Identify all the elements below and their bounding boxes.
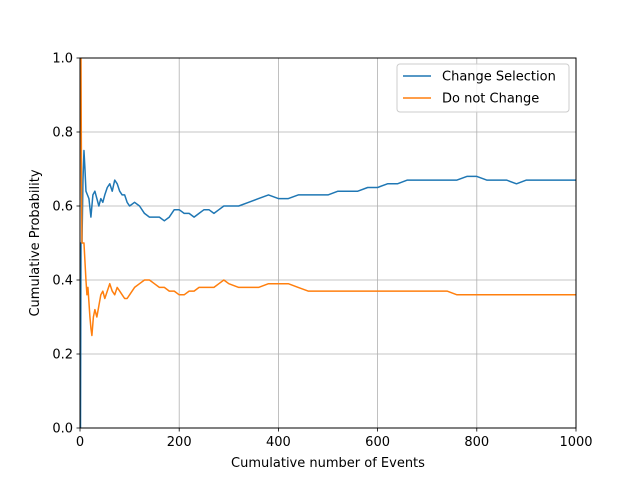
- legend-box: [396, 63, 570, 113]
- y-tick-label: 1.0: [52, 52, 73, 67]
- y-tick-label: 0.2: [52, 348, 73, 363]
- legend-label: Do not Change: [442, 92, 539, 107]
- x-tick-label: 1000: [559, 435, 592, 450]
- series-line-change-selection: [80, 149, 576, 428]
- y-tick-label: 0.4: [52, 274, 73, 289]
- y-tick-label: 0.8: [52, 126, 73, 141]
- x-tick-label: 0: [76, 435, 84, 450]
- x-tick-label: 600: [365, 435, 390, 450]
- y-tick-label: 0.6: [52, 200, 73, 215]
- plot-frame: [79, 57, 577, 429]
- series-line-do-not-change: [80, 58, 576, 337]
- series-layer: [80, 58, 576, 428]
- grid: [79, 57, 577, 429]
- x-tick-label: 800: [464, 435, 489, 450]
- x-axis-label: Cumulative number of Events: [231, 456, 425, 471]
- y-axis-label: Cumulative Probability: [28, 169, 43, 316]
- x-tick-label: 200: [167, 435, 192, 450]
- y-tick-label: 0.0: [52, 422, 73, 437]
- legend-label: Change Selection: [442, 70, 556, 85]
- legend: Change Selection Do not Change: [396, 63, 570, 113]
- x-tick-label: 400: [266, 435, 291, 450]
- ticks: 0 200 400 600 800 1000 0.0 0.2 0.4 0.6 0.8 1.0: [52, 52, 592, 451]
